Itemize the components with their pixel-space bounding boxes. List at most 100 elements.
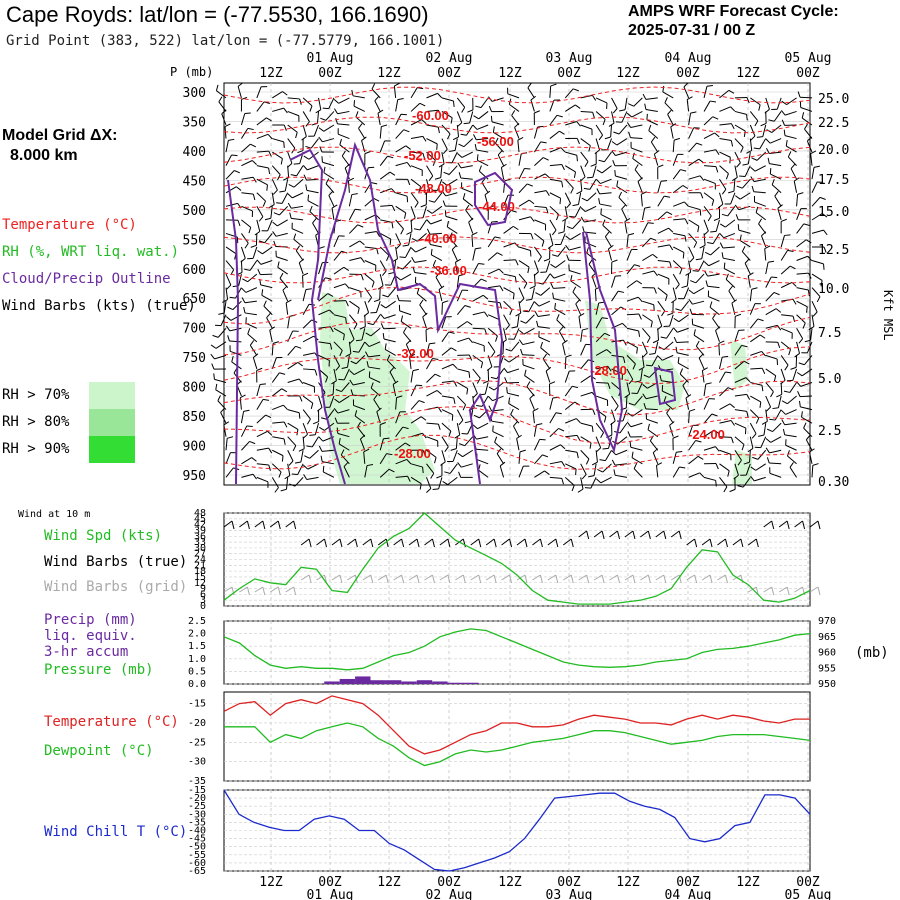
wind-barb-flag — [572, 204, 579, 207]
wind-barb — [811, 314, 815, 327]
wind-barb — [630, 446, 643, 451]
wind-barb — [456, 305, 466, 316]
wind-barb — [777, 208, 782, 221]
wind-barb-flag — [777, 204, 783, 209]
wind-barb — [322, 138, 335, 143]
height-tick-label: 15.0 — [818, 205, 849, 220]
wind-barb-flag — [254, 231, 261, 236]
wind-barb-flag — [371, 83, 376, 90]
rh-90-swatch — [89, 436, 135, 463]
wind-barb-flag — [681, 285, 688, 289]
wind-barb-flag — [744, 258, 750, 264]
wind-barb — [262, 246, 273, 255]
wind-barb — [240, 128, 249, 139]
wind-barb-flag — [473, 134, 477, 140]
wind-barb-flag — [530, 95, 536, 101]
wind-barb — [269, 586, 279, 593]
temperature-line — [223, 695, 810, 755]
wind-barb-flag — [432, 160, 436, 166]
wind-barb-flag — [406, 459, 412, 465]
wind-barb-flag — [804, 123, 808, 130]
wind-barb — [410, 165, 423, 171]
wind-barb-flag — [556, 114, 563, 118]
wind-barb — [600, 476, 612, 484]
temperature-tick-label: -35 — [188, 776, 206, 787]
wind-barb-flag — [650, 321, 653, 328]
wind-barb-flag — [559, 130, 565, 135]
wind-barb-flag — [549, 273, 555, 279]
wind-barb-flag — [422, 136, 427, 142]
wind-barb-flag — [765, 147, 770, 154]
wind-barb-flag — [780, 409, 786, 415]
wind-barb — [747, 152, 751, 165]
wind-barb-flag — [706, 84, 713, 87]
wind-barb — [338, 133, 350, 140]
bottom-hour-label: 00Z — [557, 875, 581, 890]
wind-barb-flag — [446, 220, 449, 227]
wind-barb — [292, 192, 304, 199]
wind-barb-flag — [636, 347, 638, 354]
wind-barb — [703, 398, 710, 410]
wind-barb — [410, 384, 417, 397]
wind-barb-flag — [401, 574, 405, 584]
wind-barb — [764, 248, 767, 261]
wind-barb-flag — [565, 244, 570, 251]
wind-barb — [549, 233, 554, 246]
wind-barb — [456, 124, 460, 137]
wind-barb — [240, 260, 243, 273]
wind-barb-flag — [668, 227, 674, 233]
wind-barb — [734, 422, 747, 429]
wind-barb — [321, 449, 334, 452]
wind-barb — [646, 119, 659, 126]
wind-barb-flag — [335, 118, 338, 125]
wind-barb-flag — [789, 462, 794, 468]
wind-barb-flag — [616, 180, 619, 187]
wind-barb — [296, 165, 304, 177]
wind-barb-flag — [464, 420, 471, 424]
wind-barb — [664, 102, 674, 112]
wind-barb-flag — [241, 96, 248, 100]
wind-barb-flag — [441, 190, 447, 197]
wind-barb-flag — [743, 461, 750, 465]
wind-chill-tick-label: -35 — [188, 817, 206, 828]
wind-barb — [339, 395, 350, 403]
wind-barb — [525, 314, 535, 324]
wind-barb-flag — [499, 285, 504, 292]
wind-barb-flag — [342, 334, 345, 341]
wind-barb-flag — [338, 437, 341, 445]
wind-barb — [501, 574, 510, 581]
wind-barb — [672, 260, 683, 270]
wind-barb-flag — [468, 337, 473, 344]
wind-barb-flag — [467, 109, 474, 113]
wind-barb — [507, 392, 520, 397]
wind-barb — [417, 233, 427, 242]
wind-barb — [221, 113, 227, 126]
wind-barb-flag — [551, 229, 557, 236]
wind-barb — [645, 109, 658, 112]
wind-barb — [464, 436, 474, 447]
wind-barb — [785, 444, 797, 451]
wind-barb — [553, 273, 566, 279]
wind-barb-flag — [312, 218, 317, 224]
temperature-contour — [223, 236, 811, 254]
temperature-label: -28.00 — [394, 446, 431, 461]
wind-barb-flag — [570, 187, 574, 194]
wind-barb — [245, 287, 258, 293]
wind-barb — [331, 574, 341, 581]
wind-barb — [287, 450, 294, 462]
wind-barb — [762, 124, 767, 137]
wind-barb — [225, 260, 235, 271]
wind-barb-flag — [517, 137, 524, 141]
wind-barb — [624, 574, 634, 581]
wind-barb — [240, 411, 245, 424]
wind-barb — [507, 93, 520, 99]
wind-chill-tick-label: -25 — [188, 801, 206, 812]
precip-bar — [432, 681, 448, 684]
wind-barb — [426, 109, 439, 112]
wind-barb — [410, 463, 423, 468]
wind-barb-flag — [256, 367, 263, 371]
wind-barb-flag — [689, 308, 693, 315]
wind-barb-flag — [227, 436, 234, 439]
wind-barb — [328, 195, 335, 207]
wind-barb-flag — [764, 245, 771, 250]
